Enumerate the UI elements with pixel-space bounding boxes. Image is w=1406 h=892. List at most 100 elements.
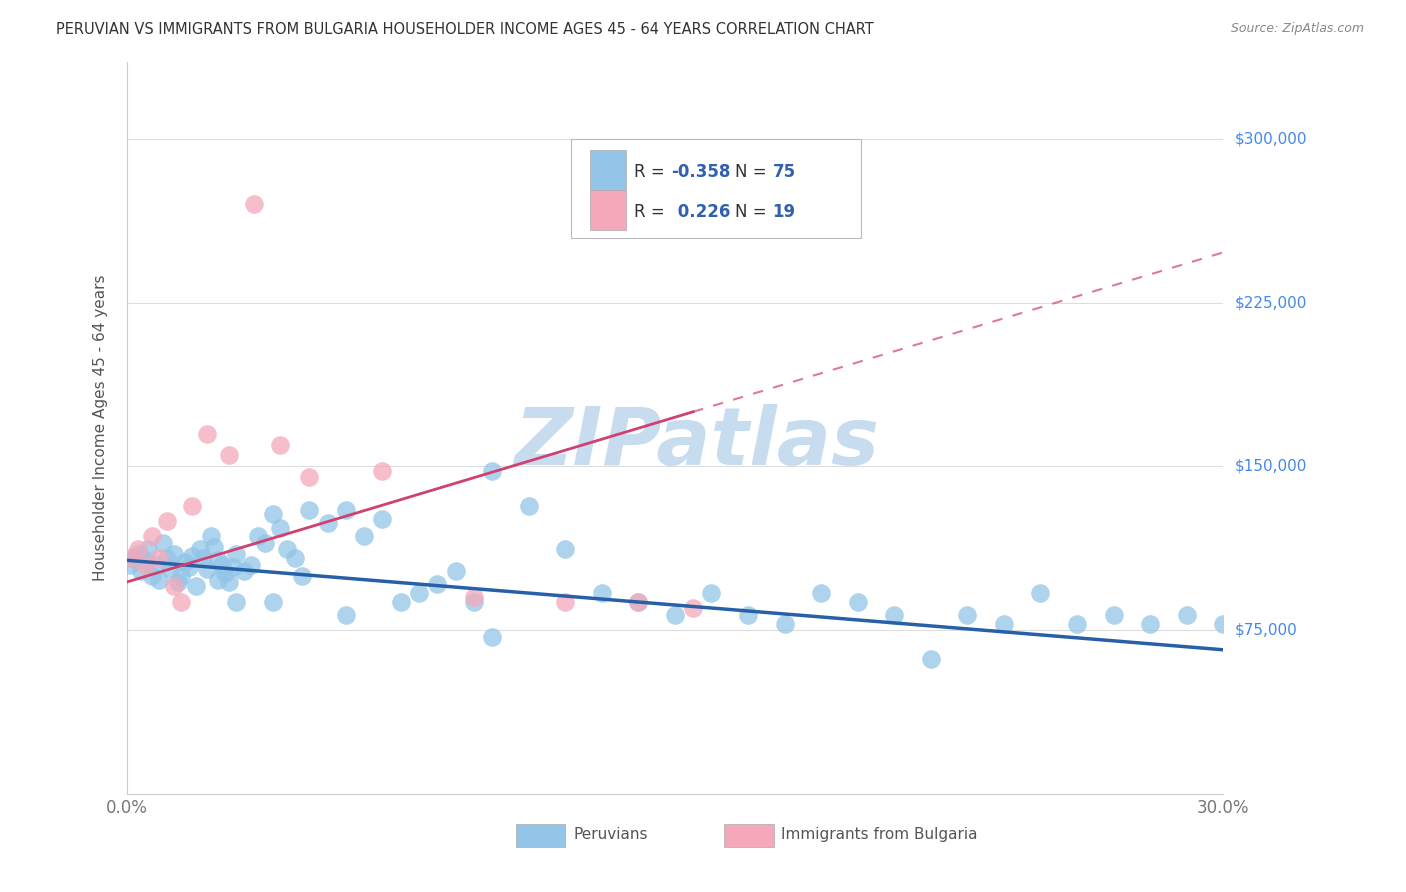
Point xyxy=(463,591,485,605)
Point xyxy=(737,607,759,622)
Point xyxy=(148,573,170,587)
Point xyxy=(141,568,163,582)
Point xyxy=(122,551,145,566)
Point xyxy=(284,551,307,566)
Point xyxy=(627,595,650,609)
Point xyxy=(389,595,412,609)
Point xyxy=(163,579,186,593)
Text: $225,000: $225,000 xyxy=(1234,295,1306,310)
Text: R =: R = xyxy=(634,163,671,181)
Point xyxy=(225,547,247,561)
Point xyxy=(188,542,211,557)
Point xyxy=(181,499,204,513)
Point xyxy=(291,568,314,582)
Point xyxy=(335,607,357,622)
Text: ZIPatlas: ZIPatlas xyxy=(515,404,879,482)
Bar xyxy=(724,824,773,847)
Point xyxy=(883,607,905,622)
Point xyxy=(1102,607,1125,622)
Point xyxy=(239,558,262,572)
Point xyxy=(193,551,215,566)
Point xyxy=(152,536,174,550)
Point xyxy=(627,595,650,609)
Point xyxy=(232,564,254,578)
Point xyxy=(214,566,236,581)
Point xyxy=(207,573,229,587)
Point xyxy=(218,449,240,463)
Point xyxy=(221,559,243,574)
Point xyxy=(170,595,193,609)
Point xyxy=(554,595,576,609)
Point xyxy=(517,499,540,513)
Text: 0.226: 0.226 xyxy=(672,203,730,221)
Point xyxy=(207,553,229,567)
Point xyxy=(316,516,339,530)
Text: 19: 19 xyxy=(772,203,796,221)
Point xyxy=(254,536,277,550)
Point xyxy=(444,564,467,578)
Point xyxy=(159,562,181,576)
Y-axis label: Householder Income Ages 45 - 64 years: Householder Income Ages 45 - 64 years xyxy=(93,275,108,582)
Point xyxy=(298,470,321,484)
Point xyxy=(145,558,167,572)
Text: $150,000: $150,000 xyxy=(1234,458,1306,474)
Point xyxy=(127,547,149,561)
Point xyxy=(120,558,142,572)
Point xyxy=(846,595,869,609)
Text: $75,000: $75,000 xyxy=(1234,623,1298,638)
Point xyxy=(163,547,186,561)
Text: Source: ZipAtlas.com: Source: ZipAtlas.com xyxy=(1230,22,1364,36)
Point xyxy=(170,568,193,582)
Text: PERUVIAN VS IMMIGRANTS FROM BULGARIA HOUSEHOLDER INCOME AGES 45 - 64 YEARS CORRE: PERUVIAN VS IMMIGRANTS FROM BULGARIA HOU… xyxy=(56,22,875,37)
Point xyxy=(262,595,284,609)
Point xyxy=(920,651,942,665)
Point xyxy=(129,564,152,578)
Point xyxy=(298,503,321,517)
Point xyxy=(177,559,200,574)
Point xyxy=(591,586,613,600)
Bar xyxy=(516,824,565,847)
Point xyxy=(1139,616,1161,631)
Point xyxy=(269,437,291,451)
Point xyxy=(218,575,240,590)
Point xyxy=(408,586,430,600)
Point xyxy=(1212,616,1234,631)
Point xyxy=(262,508,284,522)
Text: N =: N = xyxy=(735,163,772,181)
Bar xyxy=(591,190,626,230)
Text: Peruvians: Peruvians xyxy=(574,827,648,842)
Point xyxy=(148,551,170,566)
Point xyxy=(481,630,503,644)
Point xyxy=(993,616,1015,631)
Text: R =: R = xyxy=(634,203,671,221)
Point xyxy=(682,601,704,615)
Point xyxy=(773,616,796,631)
Point xyxy=(276,542,298,557)
Point xyxy=(269,520,291,534)
Point xyxy=(134,553,156,567)
Point xyxy=(664,607,686,622)
Point xyxy=(156,551,179,566)
Point xyxy=(156,514,179,528)
FancyBboxPatch shape xyxy=(571,139,862,238)
Point xyxy=(138,542,160,557)
Point xyxy=(202,540,225,554)
Point xyxy=(554,542,576,557)
Point xyxy=(134,558,156,572)
Text: N =: N = xyxy=(735,203,772,221)
Point xyxy=(184,579,207,593)
Point xyxy=(243,197,266,211)
Point xyxy=(371,464,394,478)
Text: -0.358: -0.358 xyxy=(672,163,731,181)
Point xyxy=(181,549,204,563)
Point xyxy=(141,529,163,543)
Bar xyxy=(591,150,626,190)
Point xyxy=(200,529,222,543)
Point xyxy=(225,595,247,609)
Point xyxy=(956,607,979,622)
Point xyxy=(166,575,188,590)
Point xyxy=(810,586,832,600)
Point xyxy=(120,551,142,566)
Point xyxy=(700,586,723,600)
Point xyxy=(195,426,218,441)
